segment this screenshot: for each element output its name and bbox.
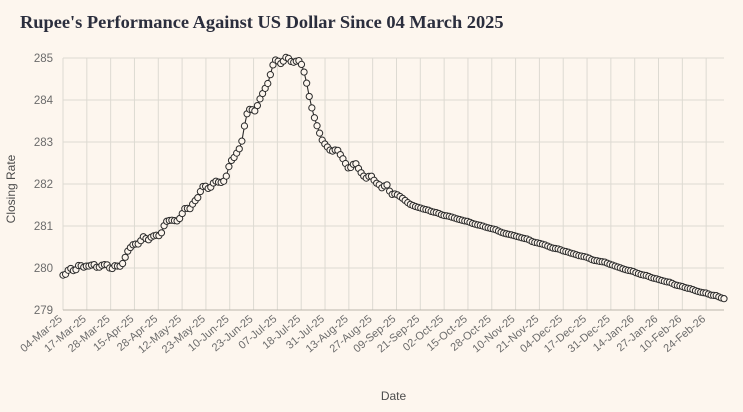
svg-text:282: 282 [34,179,53,191]
svg-text:285: 285 [34,53,53,65]
svg-text:Date: Date [381,389,407,403]
svg-text:280: 280 [34,263,53,275]
svg-text:Closing Rate: Closing Rate [4,154,18,223]
svg-text:284: 284 [34,95,54,107]
svg-text:283: 283 [34,137,53,149]
svg-text:281: 281 [34,221,53,233]
svg-text:279: 279 [34,305,53,317]
